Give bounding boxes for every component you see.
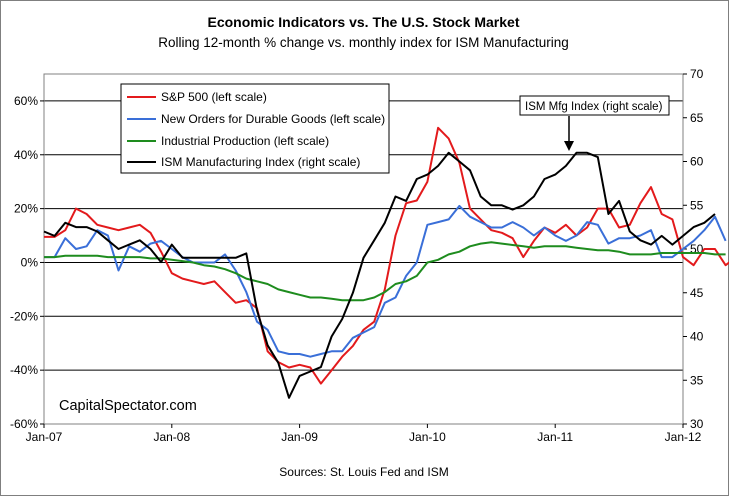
left-tick-label: -20% bbox=[10, 309, 38, 323]
series-durable-goods bbox=[44, 204, 727, 358]
annotation-callout: ISM Mfg Index (right scale) bbox=[519, 95, 670, 151]
annotation-arrow-head bbox=[564, 141, 574, 151]
x-axis: Jan-07 Jan-08 Jan-09 Jan-10 Jan-11 Jan-12 bbox=[26, 424, 702, 444]
chart-subtitle: Rolling 12-month % change vs. monthly in… bbox=[158, 35, 569, 50]
legend: S&P 500 (left scale) New Orders for Dura… bbox=[120, 83, 390, 174]
annotation-text: ISM Mfg Index (right scale) bbox=[525, 101, 663, 113]
left-axis: -60% -40% -20% 0% 20% 40% 60% bbox=[10, 94, 44, 431]
right-tick-label: 60 bbox=[690, 155, 704, 169]
right-tick-label: 30 bbox=[690, 417, 704, 431]
x-tick-label: Jan-08 bbox=[153, 430, 190, 444]
right-tick-label: 35 bbox=[690, 373, 704, 387]
source-note: Sources: St. Louis Fed and ISM bbox=[279, 465, 448, 479]
right-tick-label: 70 bbox=[690, 67, 704, 81]
series-sp500 bbox=[44, 126, 729, 385]
left-tick-label: 20% bbox=[14, 202, 38, 216]
legend-label-durable-goods: New Orders for Durable Goods (left scale… bbox=[161, 112, 385, 126]
annotation-box bbox=[519, 95, 670, 116]
x-tick-label: Jan-09 bbox=[281, 430, 318, 444]
right-tick-label: 55 bbox=[690, 198, 704, 212]
x-tick-label: Jan-10 bbox=[409, 430, 446, 444]
x-tick-label: Jan-12 bbox=[665, 430, 702, 444]
left-tick-label: 40% bbox=[14, 148, 38, 162]
series-layer bbox=[43, 126, 729, 399]
right-tick-label: 40 bbox=[690, 330, 704, 344]
left-tick-label: 60% bbox=[14, 94, 38, 108]
left-tick-label: -40% bbox=[10, 363, 38, 377]
x-tick-label: Jan-07 bbox=[26, 430, 63, 444]
legend-label-industrial-production: Industrial Production (left scale) bbox=[161, 134, 329, 148]
left-tick-label: -60% bbox=[10, 417, 38, 431]
x-tick-label: Jan-11 bbox=[537, 430, 573, 444]
right-tick-label: 65 bbox=[690, 111, 704, 125]
left-tick-label: 0% bbox=[21, 255, 39, 269]
series-ism bbox=[43, 151, 716, 399]
chart-title: Economic Indicators vs. The U.S. Stock M… bbox=[207, 14, 520, 30]
legend-box bbox=[120, 83, 390, 174]
legend-label-sp500: S&P 500 (left scale) bbox=[161, 90, 267, 104]
watermark: CapitalSpectator.com bbox=[59, 398, 197, 414]
right-tick-label: 45 bbox=[690, 286, 704, 300]
series-industrial-production bbox=[44, 241, 726, 302]
legend-label-ism: ISM Manufacturing Index (right scale) bbox=[161, 155, 360, 169]
